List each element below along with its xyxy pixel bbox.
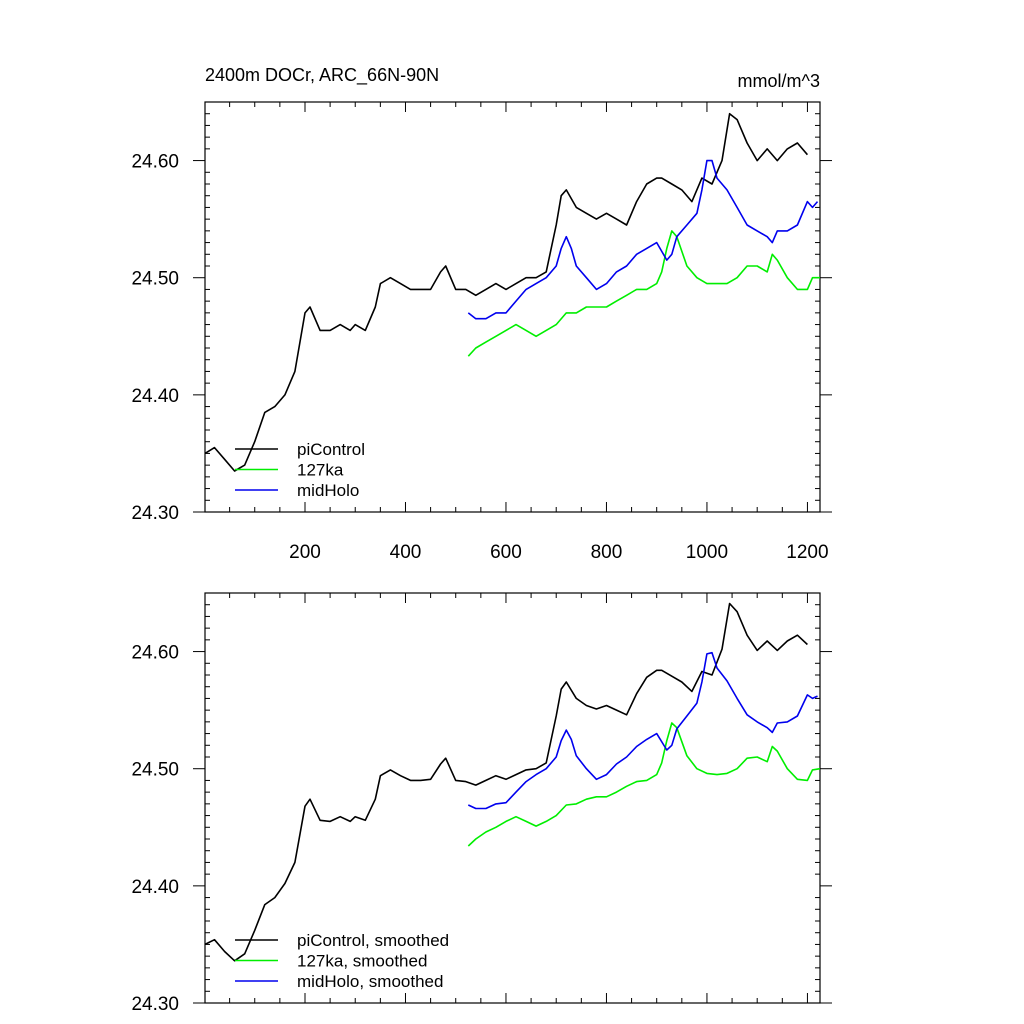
- legend-label: 127ka, smoothed: [297, 952, 427, 971]
- x-tick-label: 400: [390, 542, 422, 563]
- y-tick-label: 24.40: [131, 877, 179, 898]
- legend-label: piControl: [297, 440, 365, 459]
- plot-frame: [204, 101, 821, 513]
- chart-title: 2400m DOCr, ARC_66N-90N: [205, 65, 439, 86]
- x-tick-label: 800: [591, 542, 623, 563]
- y-tick-label: 24.40: [131, 386, 179, 407]
- units-label: mmol/m^3: [738, 71, 820, 91]
- y-tick-label: 24.60: [131, 152, 179, 173]
- legend-label: midHolo, smoothed: [297, 972, 443, 991]
- y-tick-label: 24.50: [131, 760, 179, 781]
- series-line-2: [467, 159, 819, 320]
- x-tick-label: 600: [490, 542, 522, 563]
- y-tick-label: 24.30: [131, 994, 179, 1015]
- panel-top: 24.30 24.40 24.50 24.60 200 400 600 800 1000 1200…: [131, 65, 832, 563]
- series-line-0: [204, 112, 809, 472]
- series-line-1: [467, 230, 820, 357]
- x-tick-label: 1200: [786, 542, 828, 563]
- legend-label: 127ka: [297, 461, 344, 480]
- y-tick-label: 24.60: [131, 643, 179, 664]
- y-tick-label: 24.50: [131, 269, 179, 290]
- legend-label: piControl, smoothed: [297, 931, 449, 950]
- series-line-2: [467, 651, 818, 810]
- legend-label: midHolo: [297, 481, 359, 500]
- plot-frame: [204, 592, 821, 1004]
- panel-bottom: 24.30 24.40 24.50 24.60 piControl, smoothed 1…: [131, 592, 832, 1015]
- x-tick-label: 200: [289, 542, 321, 563]
- y-tick-label: 24.30: [131, 503, 179, 524]
- x-tick-label: 1000: [686, 542, 728, 563]
- series-line-1: [467, 722, 821, 847]
- series-line-0: [204, 602, 808, 962]
